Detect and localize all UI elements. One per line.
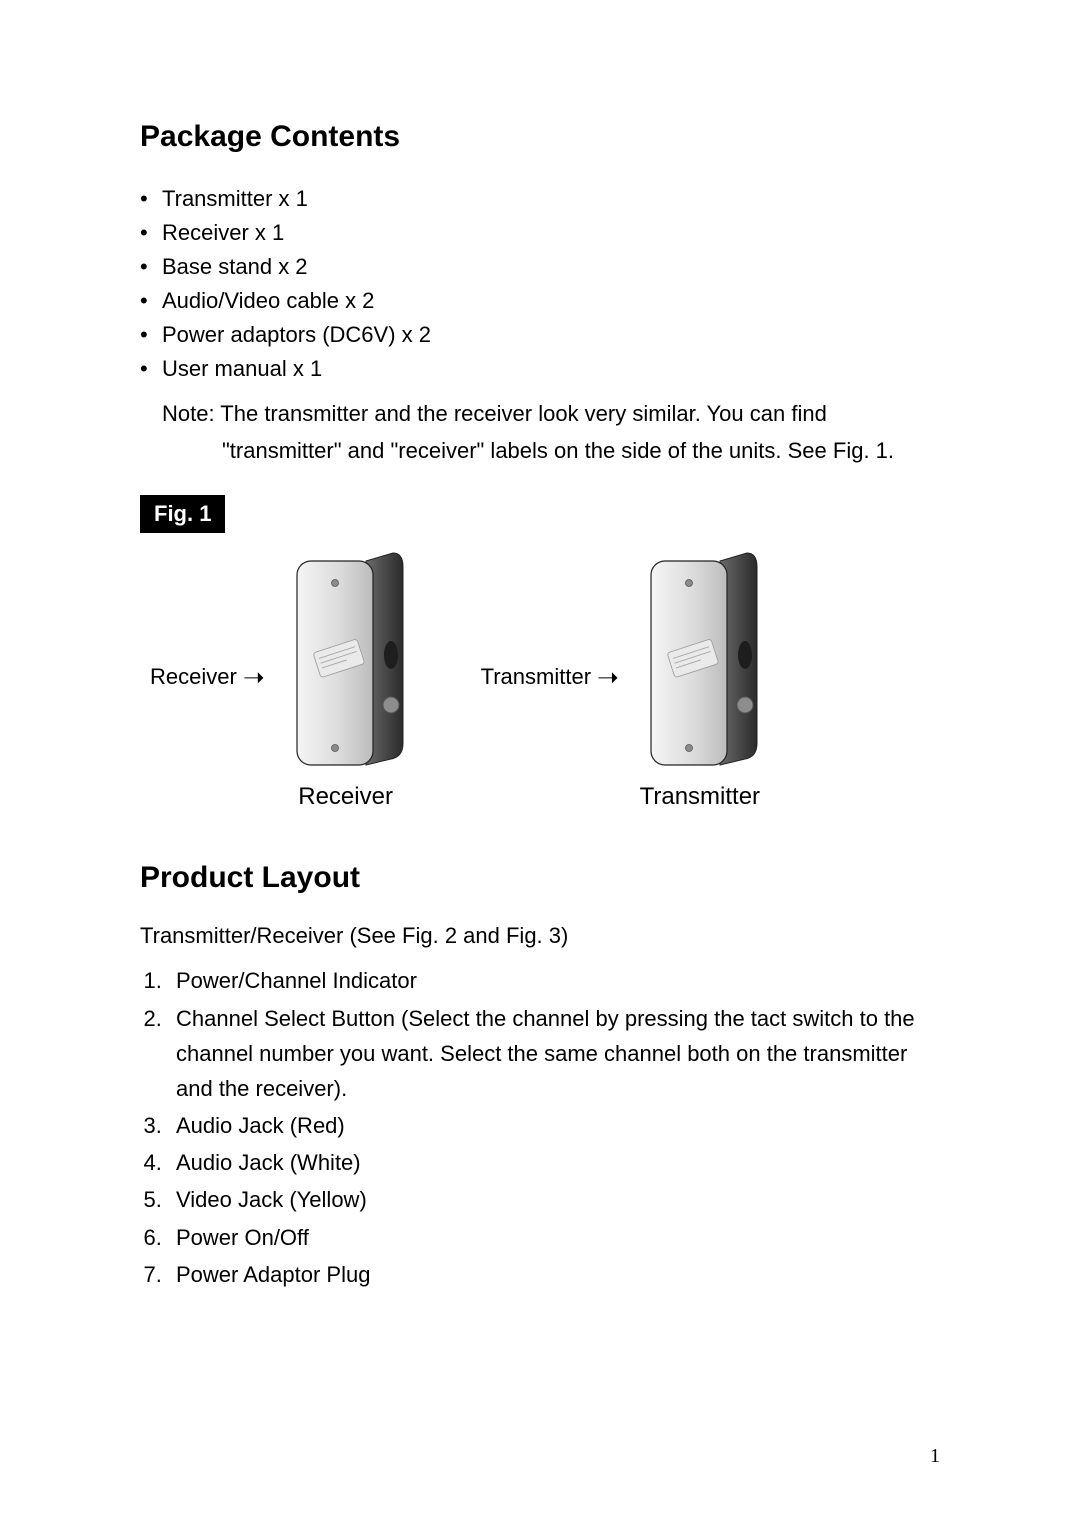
package-contents-heading: Package Contents (140, 120, 940, 154)
product-layout-heading: Product Layout (140, 861, 940, 895)
list-item: Power/Channel Indicator (168, 963, 940, 998)
list-item: Power On/Off (168, 1220, 940, 1255)
note-line2: "transmitter" and "receiver" labels on t… (162, 432, 940, 469)
transmitter-pointer-label: Transmitter (481, 664, 591, 690)
list-item: Video Jack (Yellow) (168, 1182, 940, 1217)
note-text: Note: The transmitter and the receiver l… (140, 395, 940, 470)
list-item: Audio Jack (Red) (168, 1108, 940, 1143)
receiver-caption: Receiver (298, 783, 393, 811)
list-item: Receiver x 1 (162, 216, 940, 250)
figure-1-row: Receiver ➝ (140, 543, 940, 811)
note-line1: Note: The transmitter and the receiver l… (162, 401, 827, 426)
receiver-pointer-label: Receiver (150, 664, 237, 690)
transmitter-device-icon (625, 543, 775, 773)
page-number: 1 (930, 1445, 940, 1468)
list-item: Power Adaptor Plug (168, 1257, 940, 1292)
list-item: Audio/Video cable x 2 (162, 284, 940, 318)
receiver-device-icon (271, 543, 421, 773)
receiver-device-box: Receiver (271, 543, 421, 811)
list-item: Power adaptors (DC6V) x 2 (162, 318, 940, 352)
list-item: Base stand x 2 (162, 250, 940, 284)
list-item: User manual x 1 (162, 352, 940, 386)
list-item: Audio Jack (White) (168, 1145, 940, 1180)
figure-receiver-group: Receiver ➝ (150, 543, 421, 811)
list-item: Channel Select Button (Select the channe… (168, 1001, 940, 1107)
arrow-icon: ➝ (243, 662, 265, 693)
product-layout-list: Power/Channel Indicator Channel Select B… (140, 963, 940, 1292)
arrow-icon: ➝ (597, 662, 619, 693)
product-layout-intro: Transmitter/Receiver (See Fig. 2 and Fig… (140, 923, 940, 949)
figure-transmitter-group: Transmitter ➝ (481, 543, 775, 811)
list-item: Transmitter x 1 (162, 182, 940, 216)
transmitter-caption: Transmitter (640, 783, 760, 811)
figure-1-label: Fig. 1 (140, 495, 225, 533)
package-contents-list: Transmitter x 1 Receiver x 1 Base stand … (140, 182, 940, 387)
transmitter-device-box: Transmitter (625, 543, 775, 811)
